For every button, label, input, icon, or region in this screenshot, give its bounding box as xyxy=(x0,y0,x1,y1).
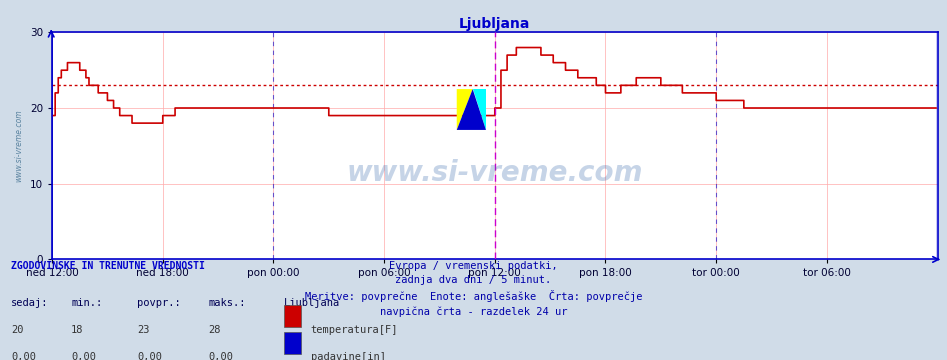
Text: padavine[in]: padavine[in] xyxy=(311,352,385,360)
Text: www.si-vreme.com: www.si-vreme.com xyxy=(14,109,23,182)
Text: www.si-vreme.com: www.si-vreme.com xyxy=(347,159,643,187)
Polygon shape xyxy=(456,89,486,130)
Text: min.:: min.: xyxy=(71,297,102,307)
Text: temperatura[F]: temperatura[F] xyxy=(311,325,398,335)
Text: maks.:: maks.: xyxy=(208,297,246,307)
Bar xyxy=(284,332,301,354)
Text: Ljubljana: Ljubljana xyxy=(284,297,340,307)
Text: Evropa / vremenski podatki,
zadnja dva dni / 5 minut.
Meritve: povprečne  Enote:: Evropa / vremenski podatki, zadnja dva d… xyxy=(305,261,642,317)
Text: 23: 23 xyxy=(137,325,150,335)
Text: 0,00: 0,00 xyxy=(137,352,162,360)
Polygon shape xyxy=(456,89,473,130)
Text: 0,00: 0,00 xyxy=(71,352,96,360)
Text: ZGODOVINSKE IN TRENUTNE VREDNOSTI: ZGODOVINSKE IN TRENUTNE VREDNOSTI xyxy=(11,261,205,271)
Title: Ljubljana: Ljubljana xyxy=(459,17,530,31)
Text: 18: 18 xyxy=(71,325,83,335)
Text: 0,00: 0,00 xyxy=(208,352,233,360)
Text: 20: 20 xyxy=(11,325,24,335)
Text: 28: 28 xyxy=(208,325,221,335)
Text: sedaj:: sedaj: xyxy=(11,297,49,307)
Text: 0,00: 0,00 xyxy=(11,352,36,360)
Polygon shape xyxy=(473,89,486,130)
Bar xyxy=(284,305,301,327)
Text: povpr.:: povpr.: xyxy=(137,297,181,307)
